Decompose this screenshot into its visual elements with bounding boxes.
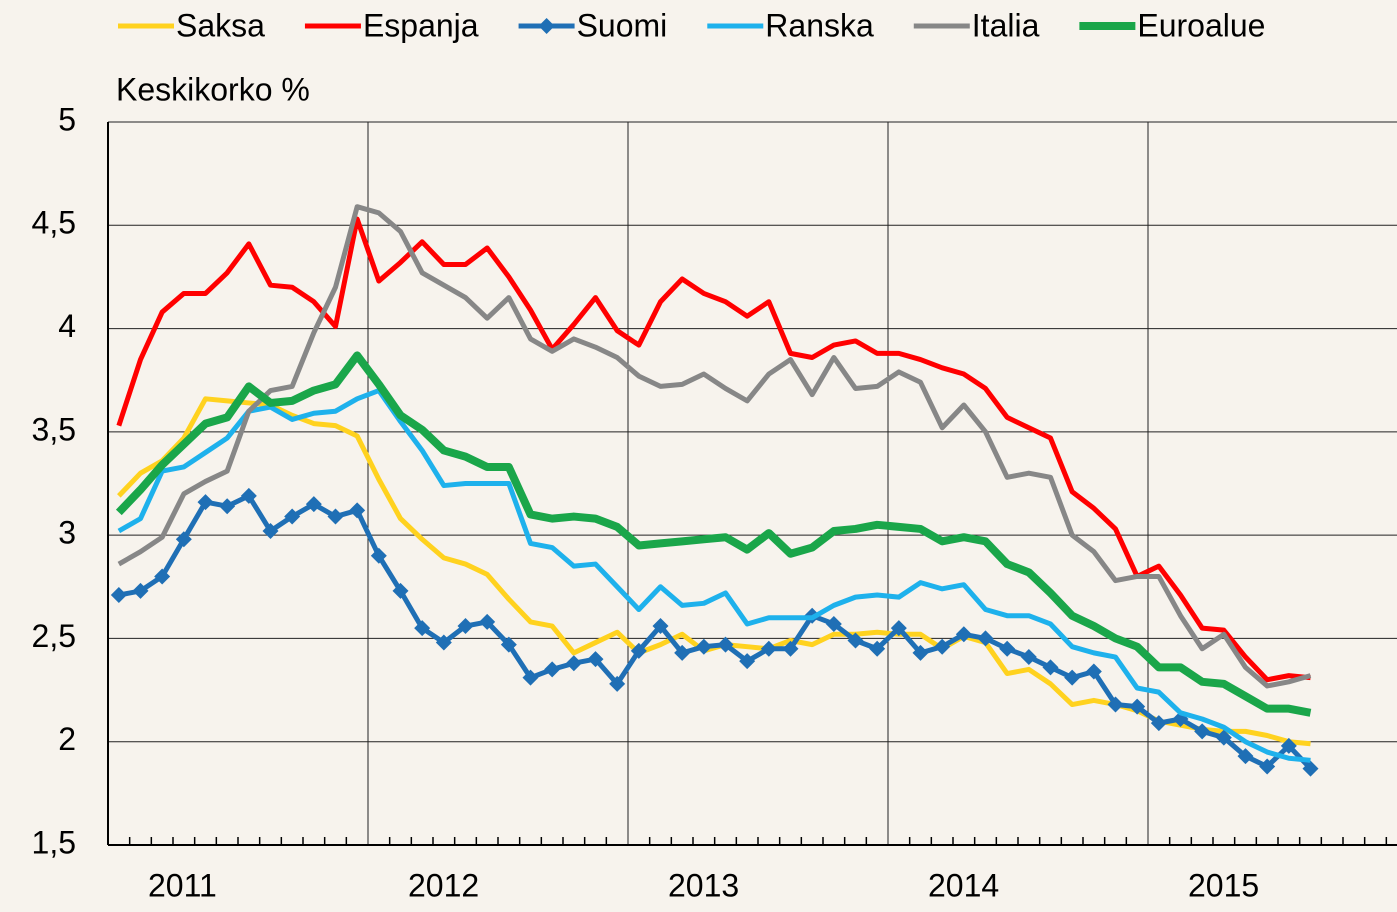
marker bbox=[587, 651, 604, 668]
marker bbox=[219, 498, 236, 515]
marker bbox=[674, 644, 691, 661]
marker bbox=[240, 487, 257, 504]
legend-label: Euroalue bbox=[1137, 7, 1265, 43]
marker bbox=[175, 531, 192, 548]
marker bbox=[110, 587, 127, 604]
marker bbox=[284, 508, 301, 525]
marker bbox=[414, 620, 431, 637]
x-group-label: 2011 bbox=[148, 867, 217, 903]
marker bbox=[370, 547, 387, 564]
legend-label: Ranska bbox=[765, 7, 874, 43]
marker bbox=[934, 638, 951, 655]
marker bbox=[1194, 723, 1211, 740]
y-tick-label: 3 bbox=[58, 515, 76, 551]
marker bbox=[717, 636, 734, 653]
legend-marker bbox=[538, 18, 555, 34]
y-tick-label: 2,5 bbox=[32, 618, 76, 654]
marker bbox=[869, 640, 886, 657]
series-line bbox=[117, 204, 1312, 689]
marker bbox=[457, 618, 474, 635]
marker bbox=[327, 508, 344, 525]
marker bbox=[154, 568, 171, 585]
marker bbox=[565, 655, 582, 672]
x-group-label: 2012 bbox=[408, 867, 479, 903]
legend-label: Italia bbox=[972, 7, 1040, 43]
marker bbox=[435, 634, 452, 651]
marker bbox=[1237, 748, 1254, 765]
marker bbox=[739, 653, 756, 670]
y-axis-label: Keskikorko % bbox=[116, 71, 310, 107]
marker bbox=[1020, 649, 1037, 666]
marker bbox=[1085, 663, 1102, 680]
marker bbox=[760, 640, 777, 657]
marker bbox=[652, 618, 669, 635]
marker bbox=[1107, 696, 1124, 713]
marker bbox=[630, 642, 647, 659]
marker bbox=[782, 640, 799, 657]
marker bbox=[544, 661, 561, 678]
series-line bbox=[116, 216, 1311, 683]
legend-label: Suomi bbox=[577, 7, 668, 43]
marker bbox=[522, 669, 539, 686]
marker bbox=[825, 615, 842, 632]
series-line bbox=[115, 351, 1312, 717]
y-tick-label: 3,5 bbox=[32, 411, 76, 447]
y-tick-label: 1,5 bbox=[32, 824, 76, 860]
marker bbox=[500, 636, 517, 653]
marker bbox=[262, 523, 279, 540]
marker bbox=[1280, 737, 1297, 754]
marker bbox=[392, 582, 409, 599]
marker bbox=[349, 502, 366, 519]
marker bbox=[977, 630, 994, 647]
marker bbox=[1129, 698, 1146, 715]
marker bbox=[847, 632, 864, 649]
marker bbox=[1064, 669, 1081, 686]
x-group-label: 2014 bbox=[928, 867, 999, 903]
y-tick-label: 5 bbox=[58, 101, 76, 137]
marker bbox=[1259, 758, 1276, 775]
x-group-label: 2015 bbox=[1188, 867, 1259, 903]
legend-label: Espanja bbox=[363, 7, 479, 43]
marker bbox=[1215, 729, 1232, 746]
marker bbox=[1150, 715, 1167, 732]
y-tick-label: 2 bbox=[58, 721, 76, 757]
y-tick-label: 4,5 bbox=[32, 205, 76, 241]
marker bbox=[695, 638, 712, 655]
marker bbox=[609, 675, 626, 692]
marker bbox=[999, 640, 1016, 657]
y-tick-label: 4 bbox=[58, 308, 76, 344]
marker bbox=[890, 620, 907, 637]
marker bbox=[912, 644, 929, 661]
marker bbox=[132, 582, 149, 599]
x-group-label: 2013 bbox=[668, 867, 739, 903]
legend-label: Saksa bbox=[176, 7, 265, 43]
marker bbox=[1302, 760, 1319, 777]
marker bbox=[197, 494, 214, 511]
marker bbox=[479, 613, 496, 630]
series-line bbox=[117, 388, 1311, 763]
marker bbox=[305, 496, 322, 513]
marker bbox=[1042, 659, 1059, 676]
marker bbox=[955, 626, 972, 643]
